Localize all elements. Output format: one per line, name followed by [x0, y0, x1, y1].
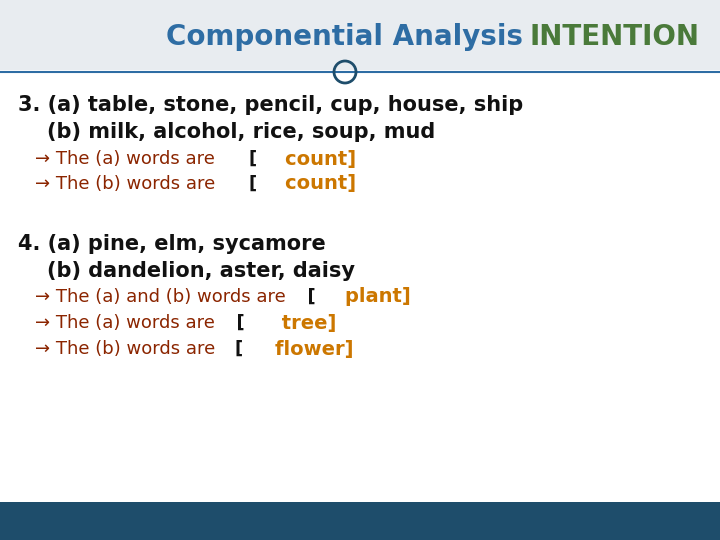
Text: [: [ [248, 150, 256, 168]
Text: (b) milk, alcohol, rice, soup, mud: (b) milk, alcohol, rice, soup, mud [18, 122, 436, 142]
Text: [: [ [295, 288, 315, 306]
Text: [: [ [248, 175, 256, 193]
Text: [: [ [235, 340, 243, 358]
Text: tree]: tree] [248, 314, 336, 333]
Text: Componential Analysis: Componential Analysis [166, 23, 523, 51]
Text: → The (a) words are: → The (a) words are [35, 314, 215, 332]
Text: plant]: plant] [318, 287, 410, 307]
Text: 3. (a) table, stone, pencil, cup, house, ship: 3. (a) table, stone, pencil, cup, house,… [18, 95, 523, 115]
Text: [: [ [224, 314, 245, 332]
Text: flower]: flower] [248, 340, 354, 359]
Text: count]: count] [258, 150, 356, 168]
Text: (b) dandelion, aster, daisy: (b) dandelion, aster, daisy [18, 261, 355, 281]
Text: → The (a) words are: → The (a) words are [35, 150, 215, 168]
Text: 4. (a) pine, elm, sycamore: 4. (a) pine, elm, sycamore [18, 234, 325, 254]
Text: → The (b) words are: → The (b) words are [35, 175, 215, 193]
Text: → The (b) words are: → The (b) words are [35, 340, 215, 358]
Text: → The (a) and (b) words are: → The (a) and (b) words are [35, 288, 286, 306]
FancyBboxPatch shape [0, 0, 720, 70]
Text: count]: count] [258, 174, 356, 193]
Text: INTENTION: INTENTION [530, 23, 700, 51]
FancyBboxPatch shape [0, 502, 720, 540]
